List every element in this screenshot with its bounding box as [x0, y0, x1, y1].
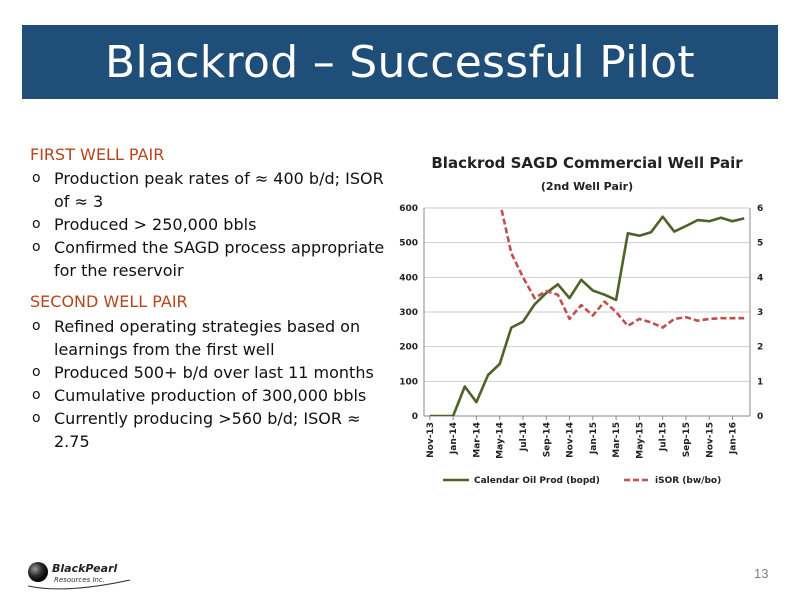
- bullet-circle-icon: o: [32, 318, 41, 334]
- x-tick-label: May-15: [635, 422, 645, 459]
- bullet-item: o Produced > 250,000 bbls: [30, 213, 390, 236]
- y-left-tick-label: 500: [399, 239, 418, 249]
- text-column: FIRST WELL PAIR o Production peak rates o…: [30, 145, 390, 453]
- chart-title: Blackrod SAGD Commercial Well Pair: [431, 154, 743, 172]
- svg-text:BlackPearl: BlackPearl: [52, 562, 117, 575]
- x-tick-label: Jul-14: [519, 422, 529, 452]
- y-right-tick-label: 1: [757, 377, 763, 387]
- y-right-tick-label: 2: [757, 343, 763, 353]
- y-left-tick-label: 100: [399, 377, 418, 387]
- x-tick-label: Jan-15: [589, 422, 599, 455]
- y-right-tick-label: 0: [757, 412, 763, 422]
- x-tick-label: Jan-16: [729, 422, 739, 455]
- page-number: 13: [754, 566, 769, 581]
- oil-prod-series-line: [429, 215, 745, 416]
- x-tick-label: Nov-15: [705, 422, 715, 458]
- isor-series-line: [499, 208, 745, 329]
- bullet-circle-icon: o: [32, 239, 41, 255]
- legend-label: iSOR (bw/bo): [655, 476, 721, 486]
- bullet-item: o Refined operating strategies based on l…: [30, 315, 390, 361]
- bullet-text: Currently producing >560 b/d; ISOR ≈ 2.7…: [54, 409, 361, 451]
- first-well-heading: FIRST WELL PAIR: [30, 145, 165, 164]
- y-left-tick-label: 600: [399, 204, 418, 214]
- production-chart: Blackrod SAGD Commercial Well Pair (2nd W…: [388, 140, 788, 500]
- bullet-text: Produced > 250,000 bbls: [54, 215, 257, 234]
- bullet-item: o Production peak rates of ≈ 400 b/d; ISO…: [30, 167, 390, 213]
- bullet-circle-icon: o: [32, 364, 41, 380]
- y-right-tick-label: 4: [757, 273, 763, 283]
- bullet-item: o Cumulative production of 300,000 bbls: [30, 384, 390, 407]
- bullet-item: o Currently producing >560 b/d; ISOR ≈ 2.…: [30, 407, 390, 453]
- bullet-text: Produced 500+ b/d over last 11 months: [54, 363, 374, 382]
- y-left-tick-label: 400: [399, 273, 418, 283]
- second-well-bullets: o Refined operating strategies based on l…: [30, 315, 390, 453]
- bullet-text: Cumulative production of 300,000 bbls: [54, 386, 367, 405]
- x-tick-label: Mar-15: [612, 422, 622, 458]
- company-logo: BlackPearl Resources Inc.: [26, 556, 136, 592]
- x-tick-label: May-14: [496, 422, 506, 459]
- first-well-bullets: o Production peak rates of ≈ 400 b/d; ISO…: [30, 167, 390, 282]
- bullet-text: Refined operating strategies based on le…: [54, 317, 361, 359]
- second-well-heading: SECOND WELL PAIR: [30, 292, 188, 311]
- x-tick-label: Sep-14: [542, 422, 552, 457]
- bullet-circle-icon: o: [32, 387, 41, 403]
- bullet-circle-icon: o: [32, 170, 41, 186]
- legend-label: Calendar Oil Prod (bopd): [474, 476, 600, 486]
- bullet-item: o Produced 500+ b/d over last 11 months: [30, 361, 390, 384]
- title-bar: Blackrod – Successful Pilot: [22, 25, 778, 99]
- y-right-tick-label: 3: [757, 308, 763, 318]
- chart-subtitle: (2nd Well Pair): [541, 180, 633, 193]
- x-tick-label: Sep-15: [682, 422, 692, 457]
- x-tick-label: Jan-14: [449, 422, 459, 455]
- y-left-tick-label: 300: [399, 308, 418, 318]
- bullet-circle-icon: o: [32, 410, 41, 426]
- slide-title: Blackrod – Successful Pilot: [105, 36, 695, 88]
- bullet-text: Confirmed the SAGD process appropriate f…: [54, 238, 385, 280]
- y-right-tick-label: 5: [757, 239, 763, 249]
- y-left-tick-label: 200: [399, 343, 418, 353]
- bullet-text: Production peak rates of ≈ 400 b/d; ISOR…: [54, 169, 384, 211]
- bullet-circle-icon: o: [32, 216, 41, 232]
- x-tick-label: Mar-14: [472, 422, 482, 458]
- chart-svg: Blackrod SAGD Commercial Well Pair (2nd W…: [399, 154, 763, 486]
- y-left-tick-label: 0: [412, 412, 418, 422]
- x-tick-label: Nov-14: [566, 422, 576, 458]
- y-right-tick-label: 6: [757, 204, 763, 214]
- bullet-item: o Confirmed the SAGD process appropriate …: [30, 236, 390, 282]
- x-tick-label: Nov-13: [426, 422, 436, 458]
- svg-text:Resources Inc.: Resources Inc.: [54, 576, 105, 584]
- x-tick-label: Jul-15: [659, 422, 669, 452]
